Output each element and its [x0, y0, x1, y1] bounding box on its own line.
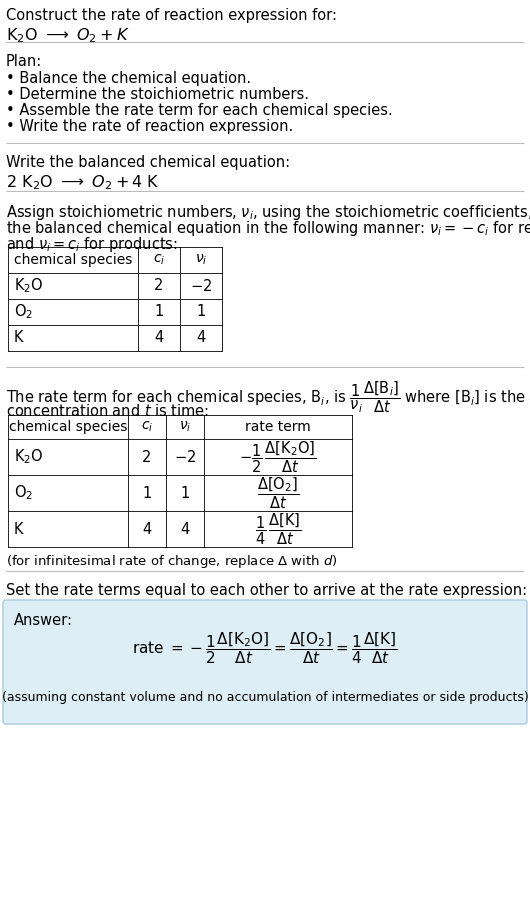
Text: • Assemble the rate term for each chemical species.: • Assemble the rate term for each chemic…: [6, 103, 393, 118]
Text: $\mathrm{K_2O}\ \longrightarrow\ O_2 + K$: $\mathrm{K_2O}\ \longrightarrow\ O_2 + K…: [6, 26, 130, 45]
Text: Plan:: Plan:: [6, 54, 42, 69]
Text: chemical species: chemical species: [14, 253, 132, 267]
Text: $\dfrac{1}{4}\,\dfrac{\Delta[\mathrm{K}]}{\Delta t}$: $\dfrac{1}{4}\,\dfrac{\Delta[\mathrm{K}]…: [255, 511, 301, 547]
Text: $-2$: $-2$: [190, 278, 212, 294]
Text: the balanced chemical equation in the following manner: $\nu_i = -c_i$ for react: the balanced chemical equation in the fo…: [6, 219, 530, 238]
Text: $2\ \mathrm{K_2O}\ \longrightarrow\ O_2 + 4\ \mathrm{K}$: $2\ \mathrm{K_2O}\ \longrightarrow\ O_2 …: [6, 173, 160, 192]
Text: Set the rate terms equal to each other to arrive at the rate expression:: Set the rate terms equal to each other t…: [6, 583, 527, 598]
Text: • Balance the chemical equation.: • Balance the chemical equation.: [6, 71, 251, 86]
Text: 4: 4: [143, 521, 152, 537]
Text: rate term: rate term: [245, 420, 311, 434]
Text: K: K: [14, 521, 23, 537]
Text: $-2$: $-2$: [174, 449, 196, 465]
Text: $\mathrm{O_2}$: $\mathrm{O_2}$: [14, 483, 33, 502]
Text: $\dfrac{\Delta[\mathrm{O_2}]}{\Delta t}$: $\dfrac{\Delta[\mathrm{O_2}]}{\Delta t}$: [257, 475, 299, 511]
Text: (assuming constant volume and no accumulation of intermediates or side products): (assuming constant volume and no accumul…: [2, 692, 528, 704]
Text: 4: 4: [197, 330, 206, 346]
Text: $c_i$: $c_i$: [153, 253, 165, 268]
Text: 1: 1: [180, 486, 190, 501]
Text: concentration and $t$ is time:: concentration and $t$ is time:: [6, 403, 209, 419]
Text: Write the balanced chemical equation:: Write the balanced chemical equation:: [6, 155, 290, 170]
Text: • Determine the stoichiometric numbers.: • Determine the stoichiometric numbers.: [6, 87, 309, 102]
Text: $\nu_i$: $\nu_i$: [179, 420, 191, 434]
Text: chemical species: chemical species: [9, 420, 127, 434]
Text: 2: 2: [143, 450, 152, 464]
Text: • Write the rate of reaction expression.: • Write the rate of reaction expression.: [6, 119, 293, 134]
Text: The rate term for each chemical species, $\mathrm{B}_i$, is $\dfrac{1}{\nu_i}\df: The rate term for each chemical species,…: [6, 379, 530, 415]
Text: 2: 2: [154, 278, 164, 294]
Text: $\mathrm{K_2O}$: $\mathrm{K_2O}$: [14, 277, 43, 296]
Text: $c_i$: $c_i$: [141, 420, 153, 434]
Text: $-\dfrac{1}{2}\,\dfrac{\Delta[\mathrm{K_2O}]}{\Delta t}$: $-\dfrac{1}{2}\,\dfrac{\Delta[\mathrm{K_…: [240, 440, 317, 475]
Text: 1: 1: [143, 486, 152, 501]
Text: 1: 1: [197, 305, 206, 319]
Text: 4: 4: [180, 521, 190, 537]
Text: Answer:: Answer:: [14, 613, 73, 628]
Text: $\mathrm{K_2O}$: $\mathrm{K_2O}$: [14, 448, 43, 466]
Text: 1: 1: [154, 305, 164, 319]
Text: and $\nu_i = c_i$ for products:: and $\nu_i = c_i$ for products:: [6, 235, 178, 254]
Text: $\mathrm{O_2}$: $\mathrm{O_2}$: [14, 303, 33, 321]
Text: (for infinitesimal rate of change, replace Δ with $d$): (for infinitesimal rate of change, repla…: [6, 553, 338, 570]
Text: Assign stoichiometric numbers, $\nu_i$, using the stoichiometric coefficients, $: Assign stoichiometric numbers, $\nu_i$, …: [6, 203, 530, 222]
Text: K: K: [14, 330, 23, 346]
Text: Construct the rate of reaction expression for:: Construct the rate of reaction expressio…: [6, 8, 337, 23]
Text: $\nu_i$: $\nu_i$: [195, 253, 207, 268]
FancyBboxPatch shape: [3, 600, 527, 724]
Text: 4: 4: [154, 330, 164, 346]
Text: rate $= -\dfrac{1}{2}\dfrac{\Delta[\mathrm{K_2O}]}{\Delta t} = \dfrac{\Delta[\ma: rate $= -\dfrac{1}{2}\dfrac{\Delta[\math…: [132, 630, 398, 666]
